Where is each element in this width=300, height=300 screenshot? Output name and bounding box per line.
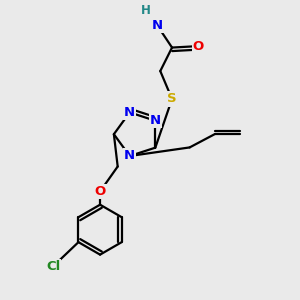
Text: S: S (167, 92, 177, 106)
Text: O: O (193, 40, 204, 52)
Text: Cl: Cl (46, 260, 60, 273)
Text: N: N (124, 106, 135, 119)
Text: N: N (152, 19, 163, 32)
Text: N: N (124, 149, 135, 163)
Text: N: N (150, 114, 161, 127)
Text: H: H (141, 4, 151, 17)
Text: O: O (94, 185, 106, 198)
